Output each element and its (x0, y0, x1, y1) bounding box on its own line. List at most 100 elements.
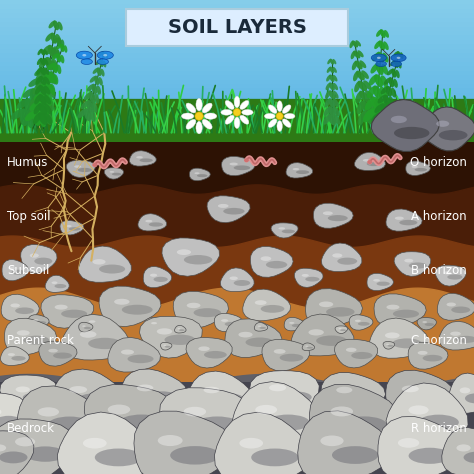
Ellipse shape (354, 82, 360, 92)
Polygon shape (298, 411, 391, 474)
Ellipse shape (292, 168, 299, 170)
Ellipse shape (30, 253, 39, 258)
Ellipse shape (367, 86, 376, 98)
Polygon shape (0, 4, 474, 9)
Polygon shape (0, 57, 474, 62)
Ellipse shape (182, 113, 194, 119)
Ellipse shape (386, 344, 389, 345)
Ellipse shape (344, 393, 376, 404)
Ellipse shape (276, 112, 283, 120)
Ellipse shape (234, 165, 250, 170)
Ellipse shape (384, 77, 391, 85)
Ellipse shape (325, 91, 331, 99)
Ellipse shape (52, 37, 59, 43)
Polygon shape (0, 419, 75, 474)
Polygon shape (302, 343, 315, 351)
Ellipse shape (378, 109, 387, 124)
Ellipse shape (46, 33, 53, 42)
Ellipse shape (273, 349, 285, 354)
Polygon shape (0, 80, 474, 84)
Ellipse shape (380, 87, 388, 100)
Ellipse shape (97, 59, 109, 64)
Ellipse shape (392, 338, 422, 348)
Ellipse shape (121, 349, 134, 355)
Polygon shape (0, 382, 474, 474)
Ellipse shape (82, 54, 86, 56)
Ellipse shape (324, 99, 330, 108)
Polygon shape (378, 417, 463, 474)
Polygon shape (121, 369, 187, 415)
Ellipse shape (51, 59, 58, 71)
Ellipse shape (29, 101, 40, 111)
Ellipse shape (333, 107, 340, 116)
Polygon shape (0, 124, 474, 128)
Ellipse shape (41, 81, 47, 94)
Ellipse shape (58, 21, 63, 30)
Ellipse shape (359, 60, 366, 68)
Ellipse shape (320, 436, 344, 446)
Ellipse shape (355, 319, 361, 322)
Ellipse shape (329, 66, 334, 73)
Ellipse shape (54, 74, 58, 85)
Polygon shape (321, 373, 385, 417)
Ellipse shape (404, 259, 413, 263)
Ellipse shape (92, 323, 105, 327)
Polygon shape (262, 339, 310, 371)
Ellipse shape (51, 47, 57, 58)
Polygon shape (394, 252, 431, 276)
Polygon shape (51, 369, 123, 417)
Polygon shape (232, 382, 320, 447)
Ellipse shape (102, 51, 106, 58)
Ellipse shape (60, 55, 64, 64)
Ellipse shape (382, 64, 388, 75)
Ellipse shape (328, 91, 335, 99)
Ellipse shape (92, 102, 98, 113)
Ellipse shape (48, 45, 55, 57)
Polygon shape (321, 243, 362, 272)
Ellipse shape (384, 30, 389, 38)
Polygon shape (386, 383, 468, 445)
Ellipse shape (284, 113, 295, 119)
Polygon shape (383, 342, 394, 349)
Ellipse shape (52, 282, 57, 284)
Polygon shape (0, 53, 474, 57)
Ellipse shape (108, 405, 130, 414)
Ellipse shape (460, 387, 470, 393)
Polygon shape (0, 115, 474, 119)
Polygon shape (0, 119, 474, 124)
Ellipse shape (240, 115, 249, 124)
Ellipse shape (164, 345, 166, 346)
Ellipse shape (225, 115, 234, 124)
Ellipse shape (32, 102, 38, 117)
Ellipse shape (370, 108, 381, 125)
Ellipse shape (69, 386, 87, 393)
Polygon shape (79, 322, 93, 332)
Ellipse shape (229, 163, 238, 165)
Polygon shape (306, 289, 363, 327)
Ellipse shape (66, 225, 72, 227)
Polygon shape (84, 384, 175, 452)
Ellipse shape (33, 113, 41, 124)
Ellipse shape (277, 121, 283, 131)
Ellipse shape (246, 337, 274, 347)
Ellipse shape (326, 83, 331, 90)
Ellipse shape (397, 57, 401, 59)
Ellipse shape (83, 438, 107, 448)
Ellipse shape (96, 60, 101, 65)
Ellipse shape (28, 78, 39, 87)
Ellipse shape (91, 84, 98, 94)
Ellipse shape (464, 451, 474, 464)
Polygon shape (28, 315, 49, 328)
Ellipse shape (373, 279, 380, 282)
Ellipse shape (154, 277, 168, 282)
Ellipse shape (44, 76, 50, 85)
Ellipse shape (145, 392, 178, 403)
Ellipse shape (195, 112, 203, 120)
Ellipse shape (100, 69, 105, 76)
Polygon shape (0, 22, 474, 27)
Ellipse shape (96, 85, 101, 95)
Ellipse shape (327, 59, 331, 64)
Ellipse shape (349, 41, 354, 48)
FancyBboxPatch shape (126, 9, 348, 46)
Polygon shape (417, 318, 437, 330)
